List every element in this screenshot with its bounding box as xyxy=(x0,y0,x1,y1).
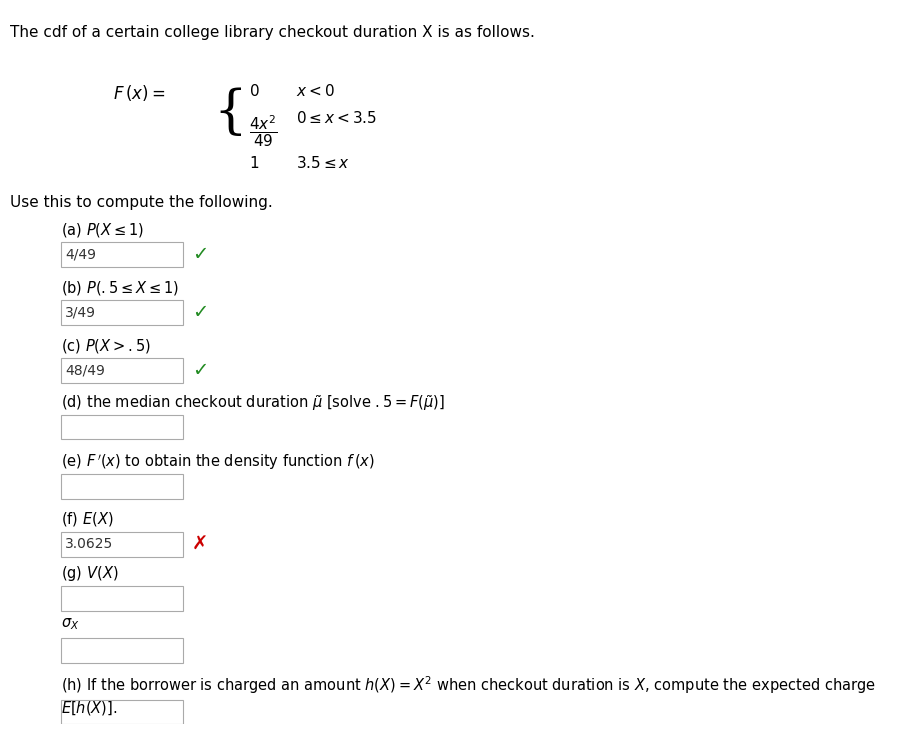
FancyBboxPatch shape xyxy=(61,586,183,611)
Text: ✓: ✓ xyxy=(192,361,208,380)
Text: (b) $P(.5 \leq X \leq 1)$: (b) $P(.5 \leq X \leq 1)$ xyxy=(61,278,179,297)
Text: Use this to compute the following.: Use this to compute the following. xyxy=(11,195,274,211)
Text: 48/49: 48/49 xyxy=(65,364,105,378)
FancyBboxPatch shape xyxy=(61,532,183,556)
Text: ✗: ✗ xyxy=(192,534,208,554)
Text: 3.0625: 3.0625 xyxy=(65,537,113,551)
Text: (g) $V(X)$: (g) $V(X)$ xyxy=(61,564,119,583)
Text: (d) the median checkout duration $\tilde{\mu}$ [solve $.5 = F(\tilde{\mu})$]: (d) the median checkout duration $\tilde… xyxy=(61,393,445,413)
Text: $0 \leq x < 3.5$: $0 \leq x < 3.5$ xyxy=(296,110,378,126)
Text: (e) $F\,'(x)$ to obtain the density function $f\,(x)$: (e) $F\,'(x)$ to obtain the density func… xyxy=(61,452,375,472)
FancyBboxPatch shape xyxy=(61,700,183,725)
Text: ✓: ✓ xyxy=(192,245,208,264)
Text: $\dfrac{4x^2}{49}$: $\dfrac{4x^2}{49}$ xyxy=(248,114,277,149)
Text: 3/49: 3/49 xyxy=(65,305,96,319)
FancyBboxPatch shape xyxy=(61,243,183,267)
FancyBboxPatch shape xyxy=(61,300,183,325)
Text: $F\,(x) =$: $F\,(x) =$ xyxy=(113,83,166,104)
Text: (h) If the borrower is charged an amount $h(X) = X^2$ when checkout duration is : (h) If the borrower is charged an amount… xyxy=(61,674,876,717)
Text: (a) $P(X \leq 1)$: (a) $P(X \leq 1)$ xyxy=(61,221,144,238)
Text: (f) $E(X)$: (f) $E(X)$ xyxy=(61,510,113,529)
Text: $1$: $1$ xyxy=(248,155,259,171)
FancyBboxPatch shape xyxy=(61,415,183,440)
Text: $x < 0$: $x < 0$ xyxy=(296,83,335,99)
Text: 4/49: 4/49 xyxy=(65,248,96,262)
Text: The cdf of a certain college library checkout duration X is as follows.: The cdf of a certain college library che… xyxy=(11,26,535,40)
Text: $\sigma_X$: $\sigma_X$ xyxy=(61,617,80,632)
FancyBboxPatch shape xyxy=(61,639,183,663)
FancyBboxPatch shape xyxy=(61,358,183,383)
Text: $0$: $0$ xyxy=(248,83,259,99)
FancyBboxPatch shape xyxy=(61,474,183,499)
Text: $3.5 \leq x$: $3.5 \leq x$ xyxy=(296,155,351,171)
Text: {: { xyxy=(214,87,247,138)
Text: ✓: ✓ xyxy=(192,303,208,322)
Text: (c) $P(X > .5)$: (c) $P(X > .5)$ xyxy=(61,337,150,354)
